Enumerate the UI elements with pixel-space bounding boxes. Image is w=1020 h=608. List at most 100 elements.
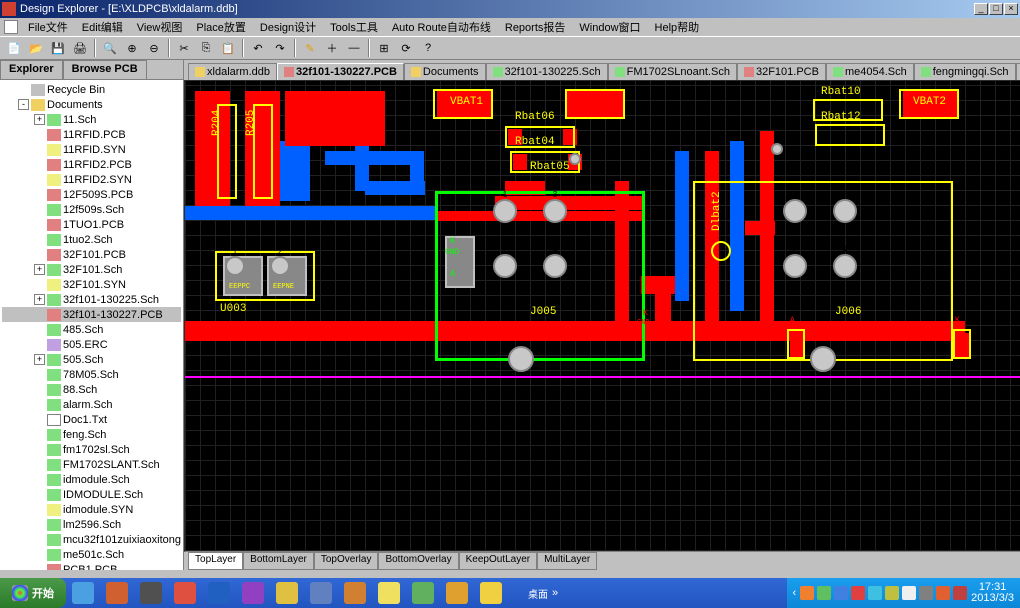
menu-window[interactable]: Window窗口 (573, 18, 646, 36)
menu-file[interactable]: File文件 (22, 18, 74, 36)
tool-zoomout[interactable]: ⊖ (144, 38, 164, 58)
tray-icon[interactable] (817, 586, 831, 600)
explorer-tab-explorer[interactable]: Explorer (0, 60, 63, 79)
taskbar-item[interactable] (203, 580, 235, 606)
layer-tab-multilayer[interactable]: MultiLayer (537, 552, 597, 570)
taskbar-item[interactable] (339, 580, 371, 606)
tree-item[interactable]: +32F101.Sch (2, 262, 181, 277)
tool-open[interactable]: 📂 (26, 38, 46, 58)
tree-item[interactable]: -Documents (2, 97, 181, 112)
tree-item[interactable]: +505.Sch (2, 352, 181, 367)
layer-tab-bottomlayer[interactable]: BottomLayer (243, 552, 314, 570)
tree-item[interactable]: mcu32f101zuixiaoxitong (2, 532, 181, 547)
tree-item[interactable]: lm2596.Sch (2, 517, 181, 532)
tool-c[interactable]: ― (344, 38, 364, 58)
tree-item[interactable]: Recycle Bin (2, 82, 181, 97)
tool-print[interactable]: 🖨 (70, 38, 90, 58)
tree-item[interactable]: 1tuo2.Sch (2, 232, 181, 247)
tree-item[interactable]: PCB1.PCB (2, 562, 181, 570)
tree-item[interactable]: 12F509S.PCB (2, 187, 181, 202)
taskbar-item[interactable] (475, 580, 507, 606)
tree-item[interactable]: idmodule.Sch (2, 472, 181, 487)
taskbar-item[interactable] (441, 580, 473, 606)
tree-item[interactable]: 32F101.PCB (2, 247, 181, 262)
explorer-tab-browse-pcb[interactable]: Browse PCB (63, 60, 147, 79)
tree-item[interactable]: +32f101-130225.Sch (2, 292, 181, 307)
tree-item[interactable]: 505.ERC (2, 337, 181, 352)
tree-item[interactable]: 11RFID.SYN (2, 142, 181, 157)
menu-tools[interactable]: Tools工具 (324, 18, 384, 36)
tree-item[interactable]: 1TUO1.PCB (2, 217, 181, 232)
doc-tab[interactable]: xldalarm.ddb (188, 63, 277, 80)
menu-help[interactable]: Help帮助 (649, 18, 706, 36)
doc-tab[interactable]: fengmingqi.Sch (914, 63, 1016, 80)
layer-tab-keepoutlayer[interactable]: KeepOutLayer (459, 552, 538, 570)
pcb-canvas[interactable]: 1213241324U003J005J006VBAT1VBAT2Rbat06Rb… (184, 80, 1020, 552)
tool-undo[interactable]: ↶ (248, 38, 268, 58)
tray-icon[interactable] (936, 586, 950, 600)
tool-copy[interactable]: ⎘ (196, 38, 216, 58)
doc-tab[interactable]: Documents (404, 63, 486, 80)
tree-item[interactable]: 88.Sch (2, 382, 181, 397)
tray-icon[interactable] (902, 586, 916, 600)
tree-item[interactable]: IDMODULE.Sch (2, 487, 181, 502)
tree-item[interactable]: 11RFID2.SYN (2, 172, 181, 187)
tool-zoom[interactable]: 🔍 (100, 38, 120, 58)
tree-item[interactable]: me501c.Sch (2, 547, 181, 562)
start-button[interactable]: 开始 (0, 578, 66, 608)
tray-icon[interactable] (919, 586, 933, 600)
layer-tab-toplayer[interactable]: TopLayer (188, 552, 243, 570)
tool-redo[interactable]: ↷ (270, 38, 290, 58)
tool-save[interactable]: 💾 (48, 38, 68, 58)
taskbar-item[interactable] (373, 580, 405, 606)
doc-tab[interactable]: PCB3.PCB (1016, 63, 1020, 80)
menu-place[interactable]: Place放置 (190, 18, 252, 36)
tool-b[interactable]: ＋ (322, 38, 342, 58)
tree-item[interactable]: alarm.Sch (2, 397, 181, 412)
doc-tab[interactable]: me4054.Sch (826, 63, 914, 80)
tree-item[interactable]: idmodule.SYN (2, 502, 181, 517)
taskbar-item[interactable] (101, 580, 133, 606)
tool-paste[interactable]: 📋 (218, 38, 238, 58)
file-tree[interactable]: Recycle Bin-Documents+11.Sch11RFID.PCB11… (0, 80, 183, 570)
tool-help[interactable]: ? (418, 38, 438, 58)
tree-item[interactable]: 78M05.Sch (2, 367, 181, 382)
tray-icon[interactable] (953, 586, 967, 600)
tree-item[interactable]: Doc1.Txt (2, 412, 181, 427)
tool-d[interactable]: ⟳ (396, 38, 416, 58)
layer-tab-topoverlay[interactable]: TopOverlay (314, 552, 379, 570)
tray-icon[interactable] (800, 586, 814, 600)
tree-item[interactable]: +11.Sch (2, 112, 181, 127)
tool-new[interactable]: 📄 (4, 38, 24, 58)
tree-item[interactable]: fm1702sl.Sch (2, 442, 181, 457)
taskbar-item[interactable] (271, 580, 303, 606)
taskbar-item[interactable] (305, 580, 337, 606)
doc-tab[interactable]: FM1702SLnoant.Sch (608, 63, 737, 80)
tree-item[interactable]: 32f101-130227.PCB (2, 307, 181, 322)
taskbar-item[interactable] (169, 580, 201, 606)
tray-icon[interactable] (834, 586, 848, 600)
menu-edit[interactable]: Edit编辑 (76, 18, 129, 36)
clock[interactable]: 17:31 2013/3/3 (971, 582, 1014, 604)
tree-item[interactable]: 485.Sch (2, 322, 181, 337)
tray-icon[interactable] (868, 586, 882, 600)
tray-expand-icon[interactable]: ‹ (793, 587, 797, 599)
doc-tab[interactable]: 32f101-130227.PCB (277, 63, 404, 80)
tray-icon[interactable] (885, 586, 899, 600)
menu-view[interactable]: View视图 (131, 18, 189, 36)
close-button[interactable]: × (1004, 3, 1018, 15)
tree-item[interactable]: 11RFID2.PCB (2, 157, 181, 172)
tool-cut[interactable]: ✂ (174, 38, 194, 58)
menu-reports[interactable]: Reports报告 (499, 18, 572, 36)
tool-zoomin[interactable]: ⊕ (122, 38, 142, 58)
tool-grid[interactable]: ⊞ (374, 38, 394, 58)
doc-tab[interactable]: 32F101.PCB (737, 63, 826, 80)
taskbar-item[interactable] (407, 580, 439, 606)
tree-item[interactable]: 12f509s.Sch (2, 202, 181, 217)
taskbar-item[interactable] (67, 580, 99, 606)
menu-autoroute[interactable]: Auto Route自动布线 (386, 18, 497, 36)
tree-item[interactable]: 32F101.SYN (2, 277, 181, 292)
minimize-button[interactable]: _ (974, 3, 988, 15)
layer-tab-bottomoverlay[interactable]: BottomOverlay (378, 552, 458, 570)
taskbar-item[interactable] (135, 580, 167, 606)
